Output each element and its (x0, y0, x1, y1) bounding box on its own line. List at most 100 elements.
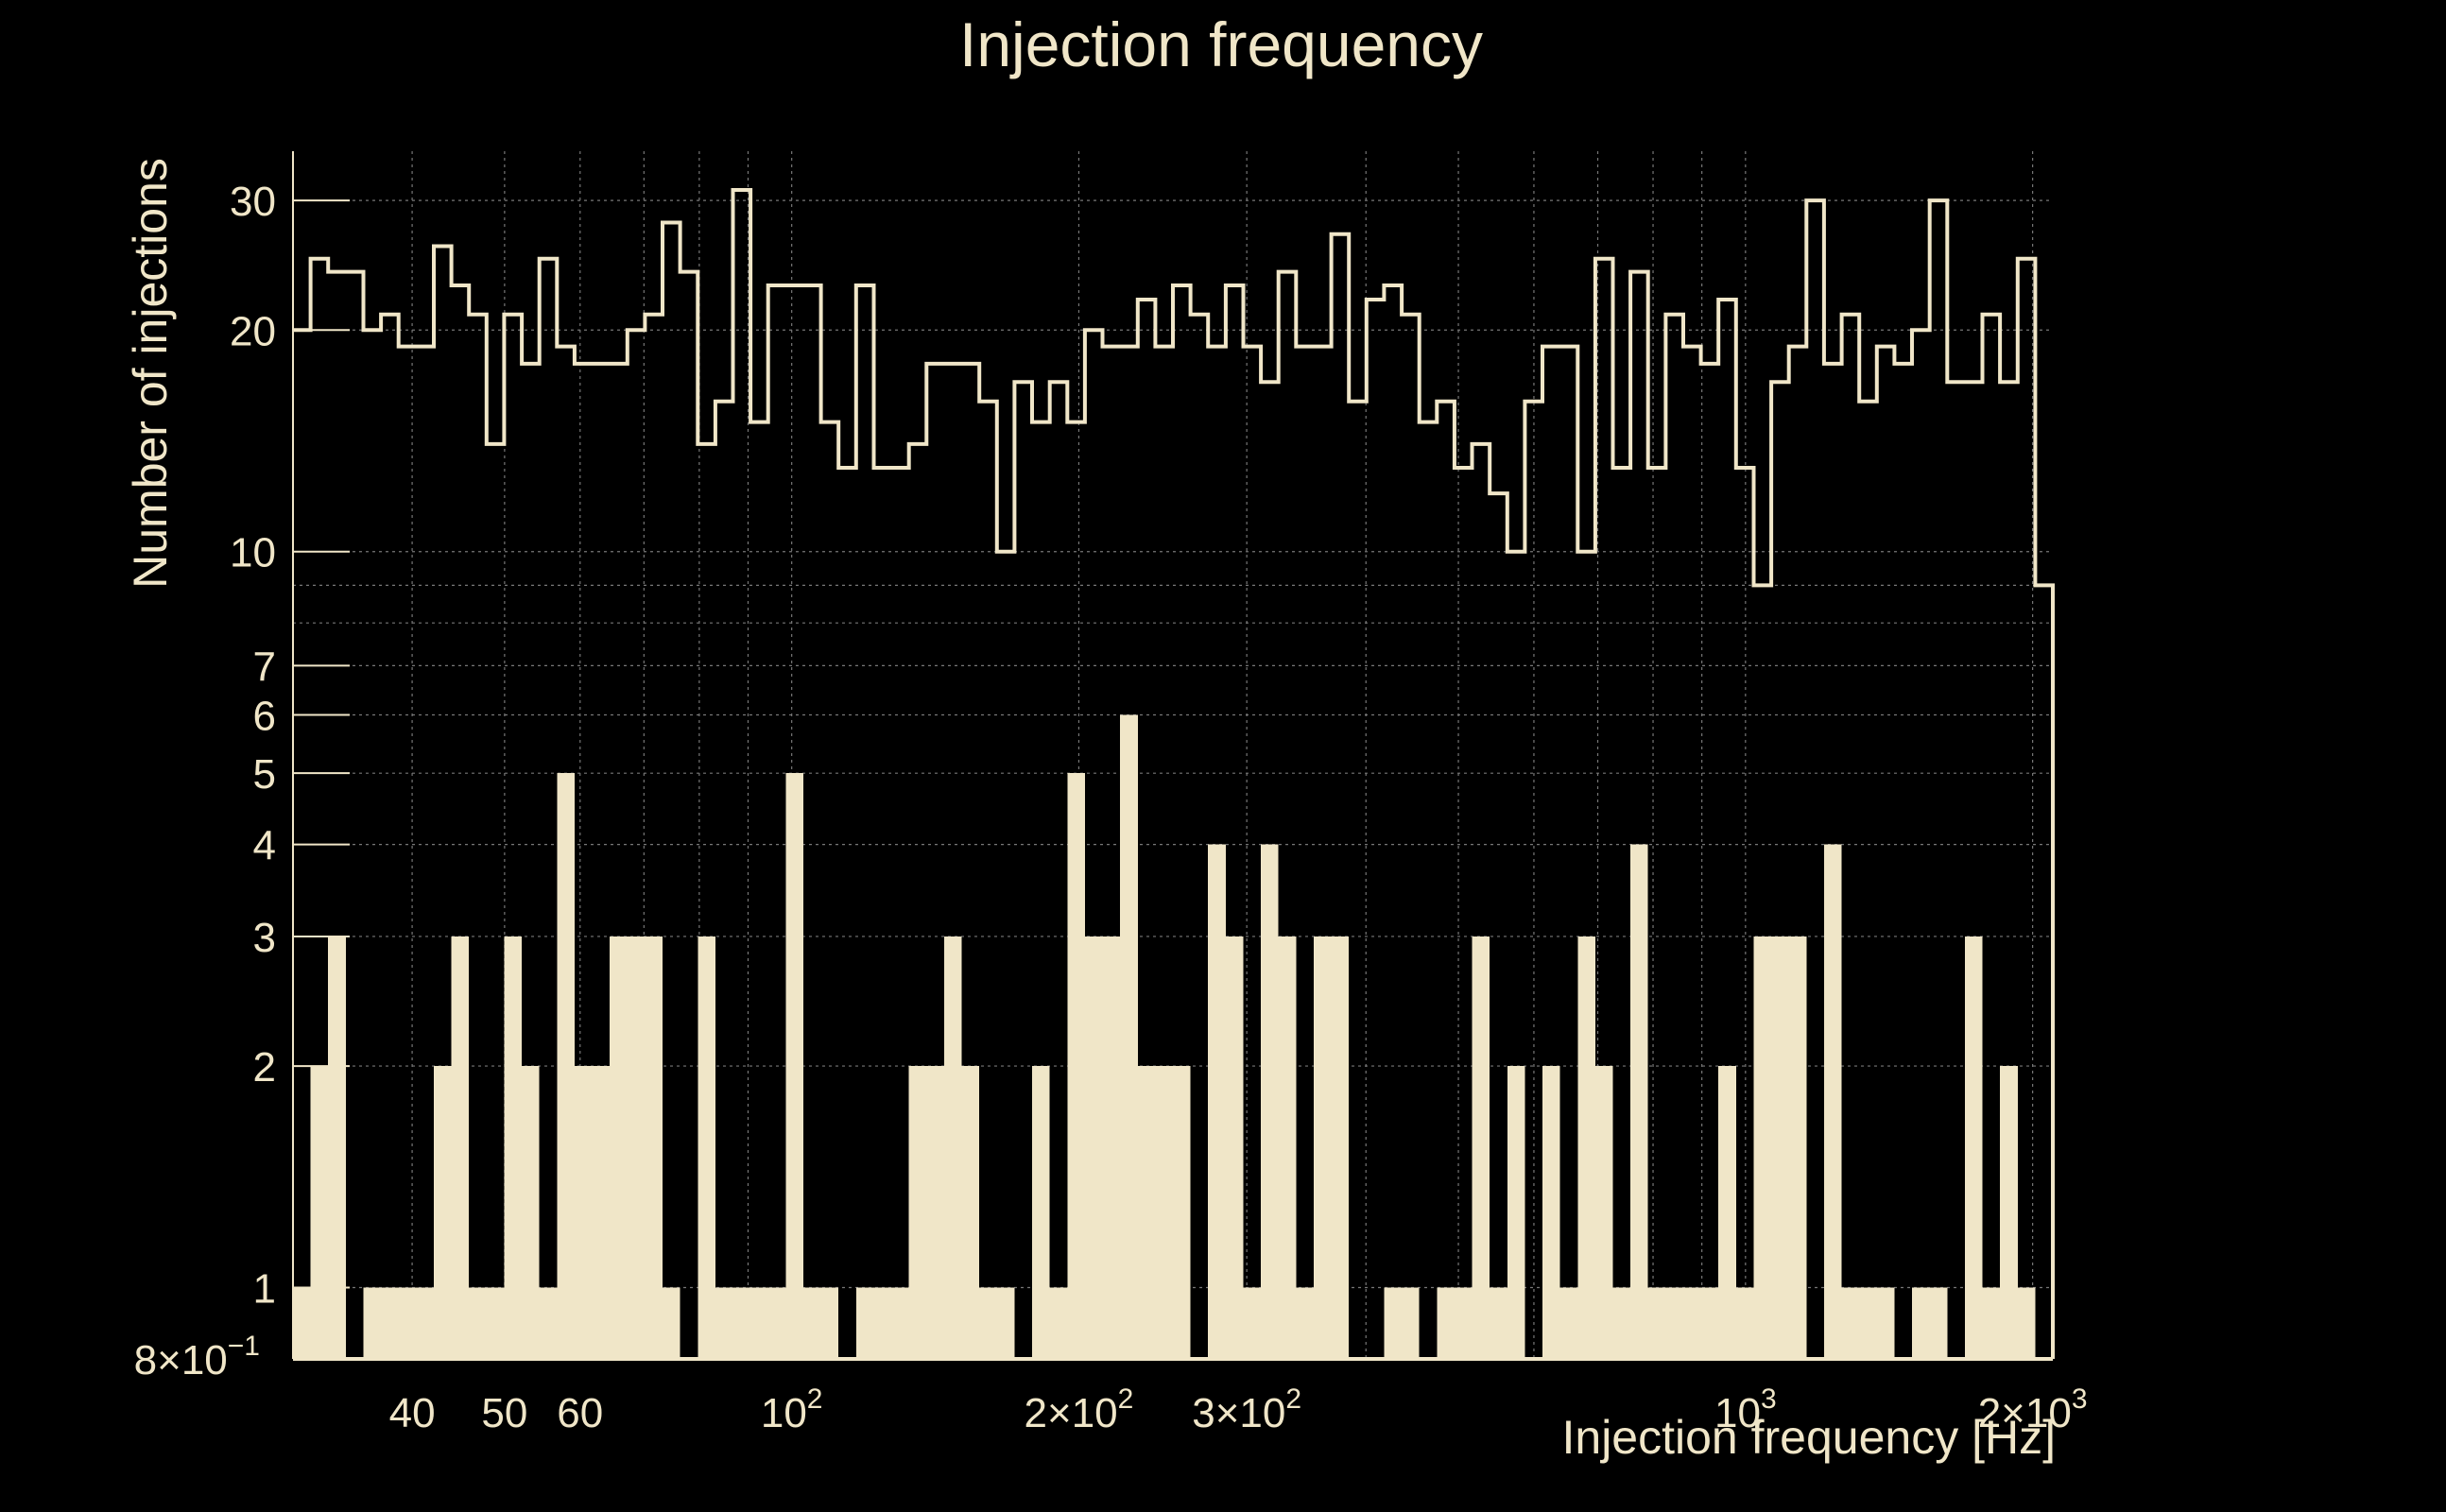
histogram-bar (855, 1287, 874, 1359)
histogram-bar (610, 936, 628, 1359)
histogram-bar (1084, 936, 1103, 1359)
histogram-bar (1384, 1287, 1403, 1359)
histogram-bar (1542, 1066, 1560, 1359)
histogram-bar (1243, 1287, 1262, 1359)
histogram-bar (2000, 1066, 2018, 1359)
histogram-bar (645, 936, 663, 1359)
histogram-bar (310, 1066, 329, 1359)
histogram-bar (979, 1287, 997, 1359)
histogram-bar (663, 1287, 680, 1359)
histogram-bar (1137, 1066, 1156, 1359)
histogram-bar (1876, 1287, 1895, 1359)
y-tick-label: 7 (253, 644, 276, 690)
histogram-bar (1700, 1287, 1719, 1359)
histogram-bar (1929, 1287, 1948, 1359)
histogram-bar (891, 1287, 909, 1359)
y-axis-label: Number of injections (124, 158, 177, 589)
y-tick-label: 4 (253, 823, 276, 869)
histogram-bar (1788, 936, 1807, 1359)
histogram-bar (1402, 1287, 1420, 1359)
histogram-bar (785, 773, 803, 1359)
histogram-bar (627, 936, 646, 1359)
histogram-bar (1437, 1287, 1455, 1359)
histogram-bar (574, 1066, 593, 1359)
y-tick-label: 2 (253, 1044, 276, 1091)
histogram-bar (1735, 1287, 1754, 1359)
histogram-bar (381, 1287, 399, 1359)
histogram-bar (1841, 1287, 1860, 1359)
x-tick-label: 2×103 (1978, 1383, 2088, 1436)
histogram-bar (1859, 1287, 1877, 1359)
histogram-bar (1982, 1287, 2001, 1359)
histogram-bar (1718, 1066, 1736, 1359)
histogram-bar (1594, 1066, 1613, 1359)
histogram-bar (539, 1287, 558, 1359)
histogram-bar (1577, 936, 1595, 1359)
histogram-bar (433, 1066, 452, 1359)
histogram-bar (1823, 844, 1842, 1359)
histogram-bar (1771, 936, 1789, 1359)
histogram-bar (1647, 1287, 1666, 1359)
histogram-bar (1278, 936, 1297, 1359)
y-tick-label: 1 (253, 1266, 276, 1313)
histogram-bar (469, 1287, 487, 1359)
y-tick-label: 6 (253, 693, 276, 739)
histogram-bar (1155, 1066, 1173, 1359)
histogram-bar (1472, 936, 1490, 1359)
histogram-bar (1120, 714, 1138, 1359)
step-histogram (293, 188, 2055, 1359)
histogram-bar (592, 1066, 611, 1359)
y-tick-label: 8×10−1 (134, 1331, 260, 1383)
histogram-bar (820, 1287, 839, 1359)
histogram-bar (504, 936, 523, 1359)
histogram-bar (363, 1287, 382, 1359)
histogram-bar (767, 1287, 786, 1359)
y-tick-label: 10 (230, 530, 276, 576)
x-tick-label: 102 (761, 1383, 823, 1436)
histogram-bar (522, 1066, 540, 1359)
y-tick-label: 20 (230, 308, 276, 354)
histogram-bar (873, 1287, 892, 1359)
x-tick-label: 60 (557, 1390, 603, 1436)
histogram-bar (1490, 1287, 1507, 1359)
histogram-bar (1331, 936, 1350, 1359)
histogram-bar (802, 1287, 821, 1359)
axes (292, 151, 2053, 1361)
histogram-bar (1665, 1287, 1683, 1359)
y-tick-label: 3 (253, 915, 276, 961)
histogram-bar (486, 1287, 505, 1359)
histogram-bar (1225, 936, 1244, 1359)
histogram-bar (996, 1287, 1015, 1359)
y-tick-label: 5 (253, 751, 276, 798)
histogram-bar (1102, 936, 1121, 1359)
histogram-bar (1032, 1066, 1050, 1359)
histogram-bar (1753, 936, 1772, 1359)
histogram-bar (1912, 1287, 1930, 1359)
y-tick-label: 30 (230, 179, 276, 225)
histogram-bar (926, 1066, 944, 1359)
histogram-bar (750, 1287, 768, 1359)
histogram-bar (1964, 936, 1983, 1359)
histogram-bar (961, 1066, 980, 1359)
histogram-bar (293, 1287, 311, 1359)
x-tick-label: 103 (1714, 1383, 1777, 1436)
step-series-line (293, 188, 2055, 1359)
x-tick-label: 50 (481, 1390, 527, 1436)
histogram-bar (1507, 1066, 1525, 1359)
histogram-bar (1612, 1287, 1631, 1359)
histogram-bar (1173, 1066, 1191, 1359)
histogram-bar (1630, 844, 1648, 1359)
x-tick-label: 40 (389, 1390, 436, 1436)
histogram-bar (732, 1287, 751, 1359)
histogram-bar (1296, 1287, 1314, 1359)
histogram-bar (328, 936, 346, 1359)
chart-title: Injection frequency (959, 9, 1483, 79)
histogram-bar (1067, 773, 1085, 1359)
x-axis-label: Injection frequency [Hz] (1562, 1411, 2057, 1464)
histogram-bar (1559, 1287, 1578, 1359)
x-tick-label: 3×102 (1192, 1383, 1301, 1436)
histogram-bar (557, 773, 575, 1359)
histogram-bar (1454, 1287, 1473, 1359)
histogram-bar (2017, 1287, 2036, 1359)
